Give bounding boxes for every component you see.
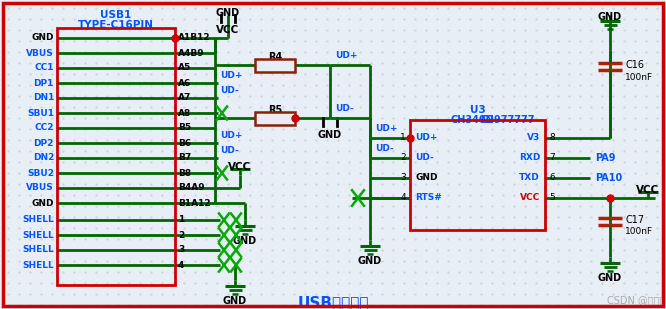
Text: SBU1: SBU1 [27, 108, 54, 117]
Text: UD+: UD+ [415, 133, 438, 142]
Text: UD+: UD+ [375, 124, 398, 133]
Text: 2: 2 [400, 154, 406, 163]
Text: B6: B6 [178, 138, 191, 147]
Text: GND: GND [223, 296, 247, 306]
Text: 6: 6 [549, 173, 555, 183]
Text: GND: GND [598, 273, 622, 283]
Text: DP2: DP2 [33, 138, 54, 147]
Text: SHELL: SHELL [22, 231, 54, 239]
Bar [410, 120, 545, 230]
Text: C17: C17 [625, 215, 644, 225]
Text: GND: GND [318, 130, 342, 140]
Text: R5: R5 [268, 105, 282, 115]
Text: DN1: DN1 [33, 94, 54, 103]
Text: SHELL: SHELL [22, 260, 54, 269]
Text: U3: U3 [470, 105, 486, 115]
Bar [255, 58, 295, 71]
Text: 100nF: 100nF [625, 227, 653, 236]
Text: UD-: UD- [375, 144, 394, 153]
Text: V3: V3 [527, 133, 540, 142]
Text: UD+: UD+ [220, 71, 242, 80]
Text: GND: GND [31, 198, 54, 208]
Text: VBUS: VBUS [26, 184, 54, 193]
Text: A8: A8 [178, 108, 191, 117]
Text: 100nF: 100nF [625, 74, 653, 83]
Text: SHELL: SHELL [22, 215, 54, 225]
Text: C2977777: C2977777 [480, 115, 535, 125]
Text: USB下载电路: USB下载电路 [297, 295, 369, 309]
Text: 5.1kΩ: 5.1kΩ [262, 113, 288, 122]
Text: A6: A6 [178, 78, 191, 87]
Text: B5: B5 [178, 124, 191, 133]
Text: SHELL: SHELL [22, 245, 54, 255]
Text: CC2: CC2 [35, 124, 54, 133]
Text: 1: 1 [178, 215, 184, 225]
Text: TYPE-C16PIN: TYPE-C16PIN [78, 20, 154, 30]
Text: UD+: UD+ [335, 51, 358, 60]
Text: B4A9: B4A9 [178, 184, 204, 193]
Text: GND: GND [233, 236, 257, 246]
Text: VCC: VCC [216, 25, 240, 35]
Text: TXD: TXD [519, 173, 540, 183]
Text: UD-: UD- [415, 154, 434, 163]
Text: DN2: DN2 [33, 154, 54, 163]
Bar [255, 112, 295, 125]
Text: PA10: PA10 [595, 173, 622, 183]
Text: VCC: VCC [519, 193, 540, 202]
Text: B7: B7 [178, 154, 191, 163]
Text: 7: 7 [549, 154, 555, 163]
Text: 4: 4 [400, 193, 406, 202]
Text: PA9: PA9 [595, 153, 615, 163]
Text: CSDN @凌零桐: CSDN @凌零桐 [607, 295, 665, 305]
Text: SBU2: SBU2 [27, 168, 54, 177]
Text: A5: A5 [178, 64, 191, 73]
Text: A7: A7 [178, 94, 191, 103]
Text: R4: R4 [268, 52, 282, 62]
Text: GND: GND [598, 12, 622, 22]
Text: 2: 2 [178, 231, 184, 239]
Text: A4B9: A4B9 [178, 49, 204, 57]
Text: 8: 8 [549, 133, 555, 142]
Text: B8: B8 [178, 168, 191, 177]
Text: 5: 5 [549, 193, 555, 202]
Text: GND: GND [31, 33, 54, 43]
Text: DP1: DP1 [33, 78, 54, 87]
Text: 1: 1 [400, 133, 406, 142]
Text: 5.1kΩ: 5.1kΩ [262, 60, 288, 69]
Text: VBUS: VBUS [26, 49, 54, 57]
Text: A1B12: A1B12 [178, 33, 210, 43]
Text: GND: GND [415, 173, 438, 183]
Text: UD-: UD- [220, 86, 238, 95]
Text: CH340N: CH340N [451, 115, 494, 125]
Text: C16: C16 [625, 60, 644, 70]
Text: VCC: VCC [637, 185, 659, 195]
Text: USB1: USB1 [101, 10, 132, 20]
Bar [57, 28, 175, 285]
Text: UD+: UD+ [220, 131, 242, 140]
Text: UD-: UD- [220, 146, 238, 155]
Text: GND: GND [358, 256, 382, 266]
Text: 3: 3 [178, 245, 184, 255]
Text: 3: 3 [400, 173, 406, 183]
Text: RXD: RXD [519, 154, 540, 163]
Text: B1A12: B1A12 [178, 198, 210, 208]
Text: VCC: VCC [228, 162, 252, 172]
Text: UD-: UD- [335, 104, 354, 113]
Text: GND: GND [216, 8, 240, 18]
Text: CC1: CC1 [35, 64, 54, 73]
Text: 4: 4 [178, 260, 184, 269]
Text: RTS#: RTS# [415, 193, 442, 202]
